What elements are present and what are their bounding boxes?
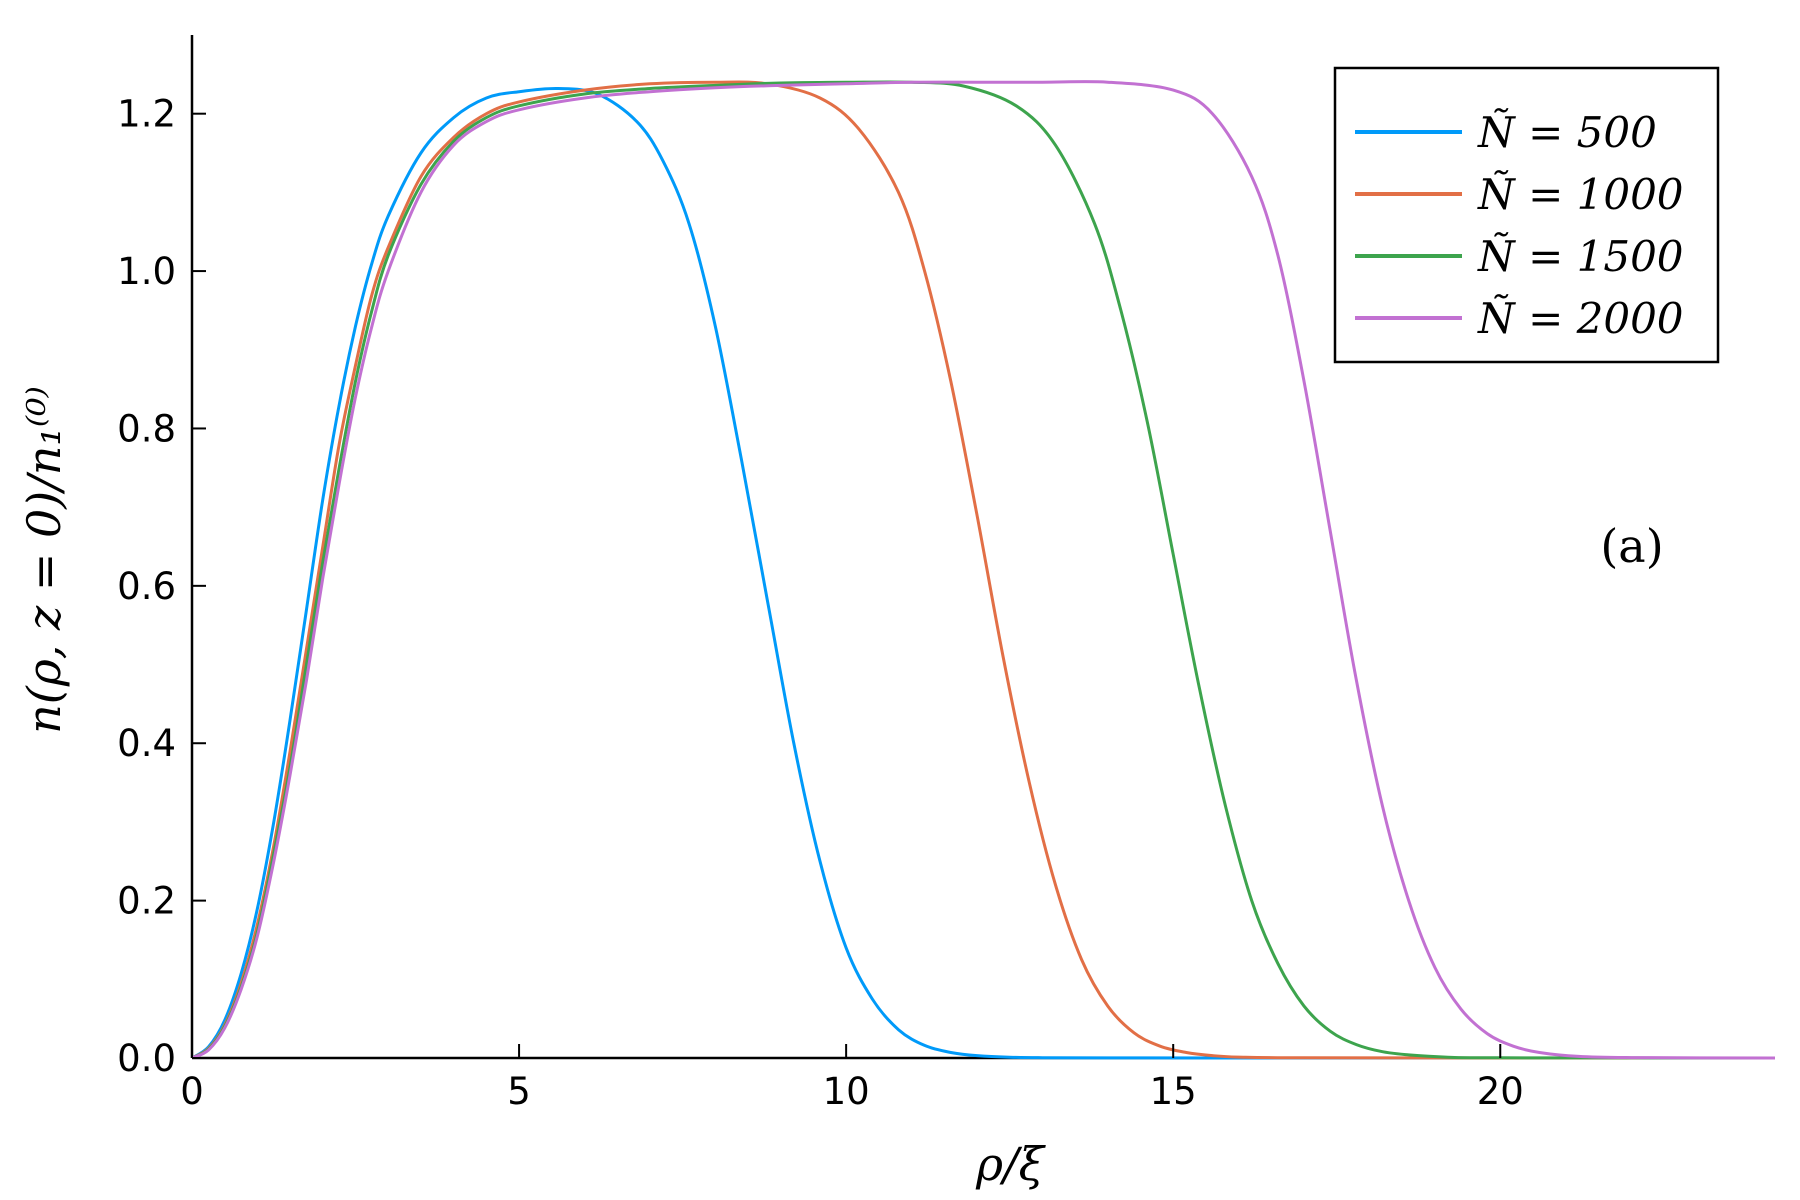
x-tick-label: 5 <box>507 1070 531 1113</box>
y-axis-title: n(ρ, z = 0)/n₁⁽⁰⁾ <box>17 386 71 734</box>
series-layer <box>191 80 1776 1060</box>
legend-label-3: Ñ = 1500 <box>1477 231 1684 281</box>
y-tick-label: 0.0 <box>117 1037 176 1080</box>
series-line-4 <box>191 80 1776 1060</box>
x-tick-label: 0 <box>180 1070 204 1113</box>
legend-entries: Ñ = 500 Ñ = 1000 Ñ = 1500 Ñ = 2000 <box>1355 107 1684 343</box>
y-tick-label: 1.2 <box>117 93 176 136</box>
x-tick-label: 20 <box>1477 1070 1524 1113</box>
x-axis-title: ρ/ξ <box>975 1137 1047 1191</box>
y-tick-label: 0.6 <box>117 565 176 608</box>
legend: Ñ = 500 Ñ = 1000 Ñ = 1500 Ñ = 2000 <box>1333 66 1720 364</box>
x-tick-label: 10 <box>823 1070 870 1113</box>
series-line-1 <box>191 86 1775 1060</box>
legend-label-1: Ñ = 500 <box>1477 107 1657 157</box>
y-tick-label: 0.4 <box>117 722 176 765</box>
y-tick-label: 0.8 <box>117 407 176 450</box>
legend-box <box>1333 66 1720 364</box>
legend-label-4: Ñ = 2000 <box>1477 293 1684 343</box>
x-tick-label: 15 <box>1150 1070 1197 1113</box>
series-line-3 <box>191 80 1776 1060</box>
series-line-2 <box>191 80 1775 1060</box>
legend-label-2: Ñ = 1000 <box>1477 169 1684 219</box>
panel-annotation: (a) <box>1600 519 1663 573</box>
y-tick-label: 1.0 <box>117 250 176 293</box>
y-tick-label: 0.2 <box>117 880 176 923</box>
tick-labels: 0 5 10 15 20 0.0 0.2 0.4 0.6 0.8 1.0 1.2 <box>117 93 1524 1113</box>
